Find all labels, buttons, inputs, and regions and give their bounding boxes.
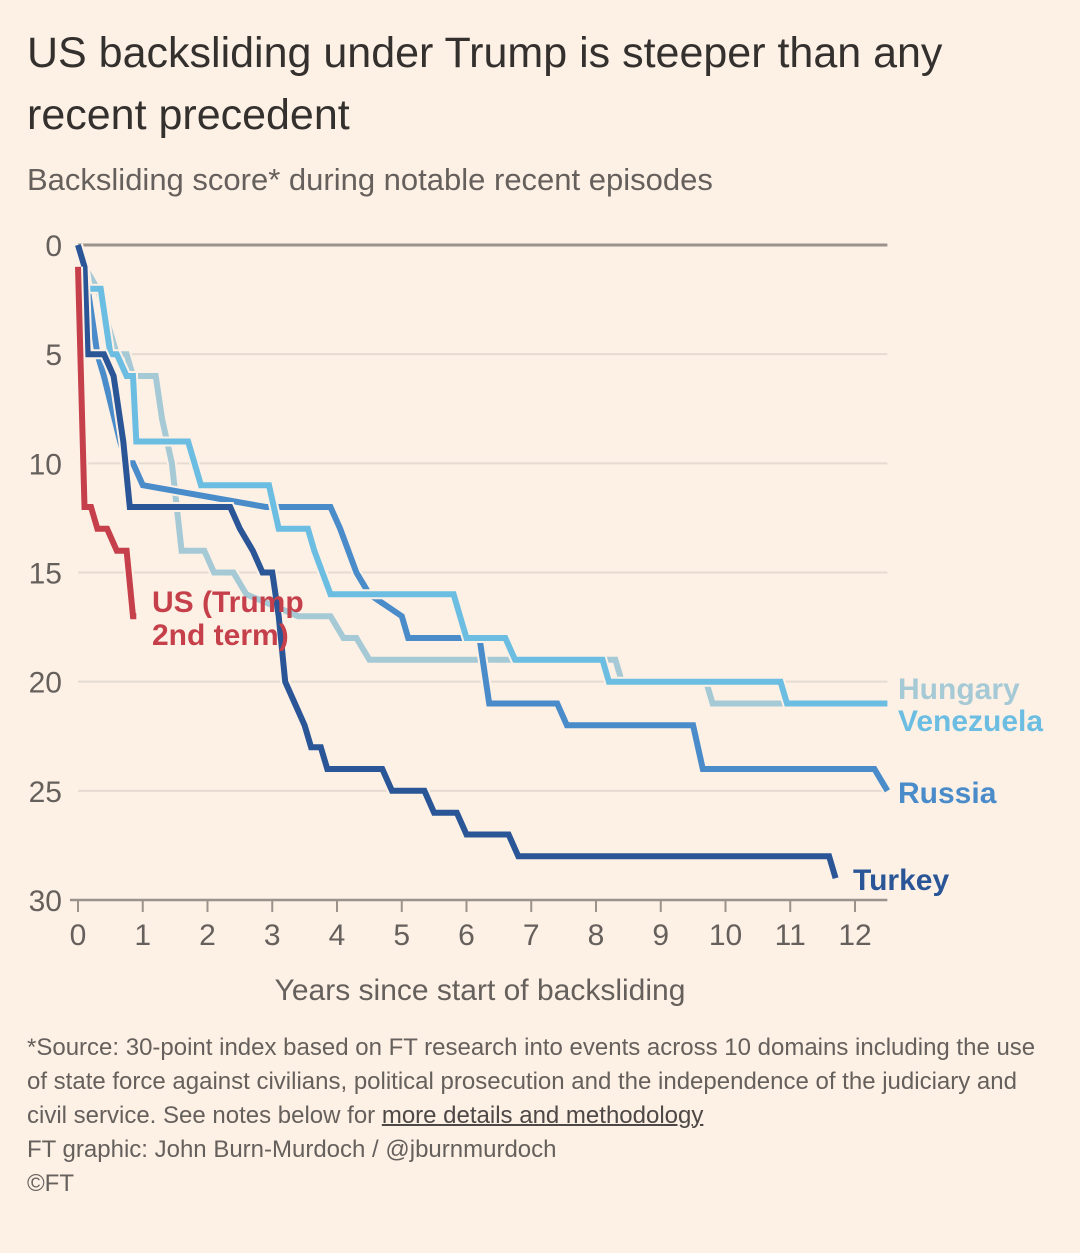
series-halo-russia — [73, 243, 892, 794]
x-tick-label: 2 — [199, 919, 216, 952]
x-tick-label: 3 — [264, 919, 281, 952]
label-hungary: Hungary — [898, 673, 1020, 706]
x-tick-label: 6 — [458, 919, 475, 952]
y-tick-label: 15 — [29, 558, 62, 591]
series-line-us-trump-2nd-term — [75, 266, 137, 620]
x-axis — [70, 898, 888, 912]
x-tick-label: 12 — [838, 919, 871, 952]
x-tick-label: 10 — [709, 919, 742, 952]
source-note: *Source: 30-point index based on FT rese… — [27, 1031, 1057, 1133]
series-lines — [73, 243, 892, 880]
source-note-text: *Source: 30-point index based on FT rese… — [27, 1034, 1036, 1129]
y-tick-label: 10 — [29, 448, 62, 481]
x-tick-label: 0 — [70, 919, 87, 952]
y-tick-label: 0 — [45, 230, 62, 263]
series-line-hungary — [75, 244, 888, 707]
series-line-venezuela — [75, 244, 888, 707]
x-tick-label: 4 — [329, 919, 346, 952]
label-venezuela: Venezuela — [898, 705, 1043, 738]
chart-subtitle: Backsliding score* during notable recent… — [27, 162, 713, 197]
label-us-line: 2nd term) — [152, 619, 289, 652]
label-us-line: US (Trump — [152, 586, 304, 619]
chart-title: US backsliding under Trump is steeper th… — [27, 29, 943, 139]
y-tick-label: 5 — [45, 339, 62, 372]
gridlines — [78, 243, 888, 792]
y-tick-label: 20 — [29, 667, 62, 700]
graphic-credit: FT graphic: John Burn-Murdoch / @jburnmu… — [27, 1136, 557, 1163]
x-tick-label: 1 — [134, 919, 151, 952]
x-axis-label: Years since start of backsliding — [275, 974, 686, 1007]
label-venezuela-line: Venezuela — [898, 705, 1043, 738]
y-tick-label: 30 — [29, 885, 62, 918]
chart-footer: *Source: 30-point index based on FT rese… — [27, 1031, 1057, 1201]
label-russia-line: Russia — [898, 777, 997, 810]
x-tick-label: 11 — [775, 919, 806, 952]
methodology-link[interactable]: more details and methodology — [381, 1102, 704, 1129]
y-tick-labels: 0 5 10 15 20 25 30 — [29, 230, 62, 918]
x-tick-label: 9 — [652, 919, 669, 952]
x-tick-label: 5 — [393, 919, 410, 952]
label-hungary-line: Hungary — [898, 673, 1020, 706]
label-turkey: Turkey — [853, 864, 949, 897]
y-tick-label: 25 — [29, 776, 62, 809]
series-halo-turkey — [73, 243, 841, 880]
copyright: ©FT — [27, 1170, 75, 1197]
x-tick-label: 8 — [588, 919, 605, 952]
x-tick-labels: 0 1 2 3 4 5 6 7 8 9 10 11 12 — [70, 919, 872, 952]
series-line-russia — [75, 244, 890, 793]
series-line-turkey — [75, 244, 839, 880]
label-us: US (Trump 2nd term) — [152, 586, 304, 652]
x-tick-label: 7 — [523, 919, 540, 952]
label-turkey-line: Turkey — [853, 864, 949, 897]
label-russia: Russia — [898, 777, 997, 810]
